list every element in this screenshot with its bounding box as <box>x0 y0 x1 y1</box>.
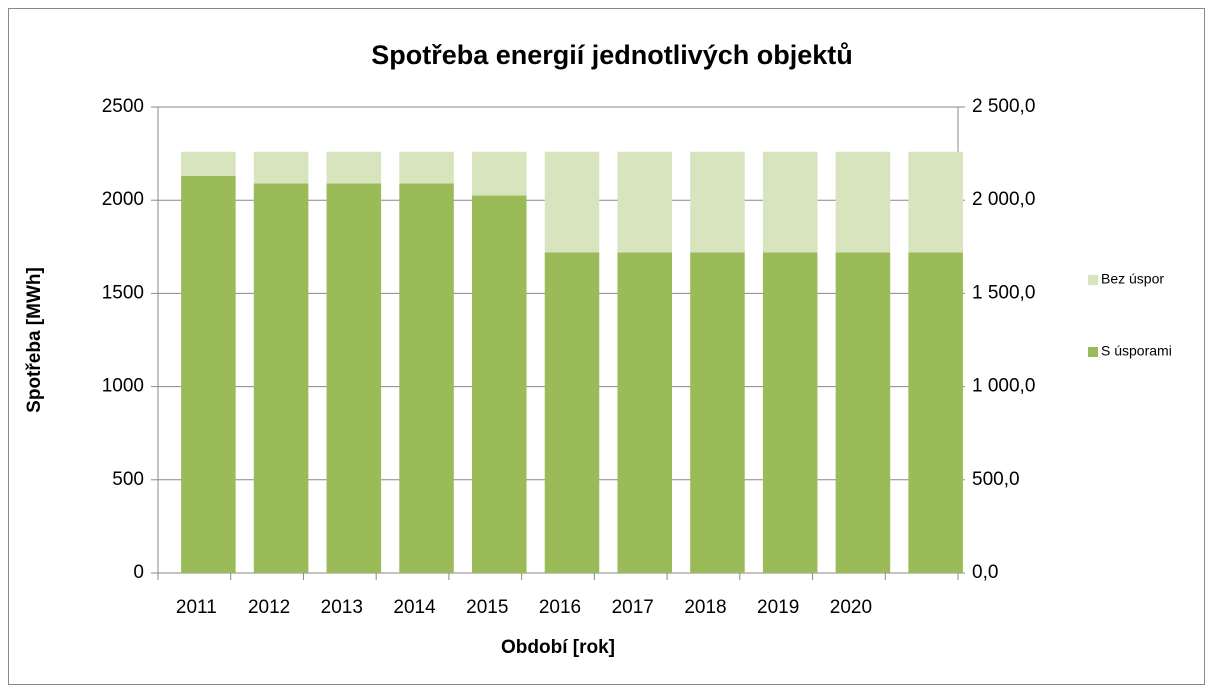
y-tick-label: 500 <box>112 469 144 490</box>
bar-segment <box>472 151 527 196</box>
x-tick-label: 2016 <box>539 597 581 618</box>
bar-segment <box>690 252 745 573</box>
x-tick-label: 2019 <box>757 597 799 618</box>
x-tick-label: 2014 <box>393 597 436 618</box>
x-tick-label: 2018 <box>684 597 726 618</box>
y2-tick-label: 500,0 <box>972 469 1020 490</box>
y-tick-label: 1500 <box>102 282 144 303</box>
bar-segment <box>762 252 818 573</box>
y-tick-label: 1000 <box>102 376 144 397</box>
y2-tick-label: 0,0 <box>972 562 998 583</box>
bar-segment <box>399 151 454 184</box>
legend-label: S úsporami <box>1101 343 1172 359</box>
bar-segment <box>908 151 963 253</box>
legend-swatch <box>1088 275 1098 285</box>
x-tick-label: 2012 <box>248 597 290 618</box>
bar-segment <box>472 195 527 574</box>
x-tick-label: 2015 <box>466 597 508 618</box>
legend-label: Bez úspor <box>1101 271 1164 287</box>
bar-segment <box>544 151 600 253</box>
x-tick-label: 2011 <box>176 597 217 618</box>
bar-segment <box>908 252 963 573</box>
bar-segment <box>835 252 891 573</box>
bar-segment <box>181 175 236 573</box>
y-tick-label: 2500 <box>102 96 144 117</box>
bar-segment <box>762 151 818 253</box>
y2-tick-label: 1 000,0 <box>972 376 1035 397</box>
bar-segment <box>253 151 309 184</box>
bar-segment <box>326 151 382 184</box>
y2-tick-label: 1 500,0 <box>972 282 1035 303</box>
y-tick-label: 0 <box>133 562 144 583</box>
x-tick-label: 2013 <box>321 597 363 618</box>
legend-swatch <box>1088 347 1098 357</box>
bar-segment <box>399 183 454 573</box>
bar-segment <box>690 151 745 253</box>
y2-tick-label: 2 000,0 <box>972 189 1035 210</box>
bar-segment <box>326 183 382 573</box>
chart-title: Spotřeba energií jednotlivých objektů <box>371 40 853 70</box>
bar-segment <box>617 252 672 573</box>
y2-tick-label: 2 500,0 <box>972 96 1035 117</box>
y-tick-label: 2000 <box>102 189 144 210</box>
x-axis-title: Období [rok] <box>501 637 615 658</box>
x-tick-label: 2020 <box>830 597 872 618</box>
bar-segment <box>181 151 236 176</box>
bar-segment <box>253 183 309 573</box>
y-axis-title: Spotřeba [MWh] <box>24 267 45 413</box>
bar-segment <box>835 151 891 253</box>
bar-segment <box>617 151 672 253</box>
x-tick-label: 2017 <box>612 597 654 618</box>
bar-segment <box>544 252 600 573</box>
